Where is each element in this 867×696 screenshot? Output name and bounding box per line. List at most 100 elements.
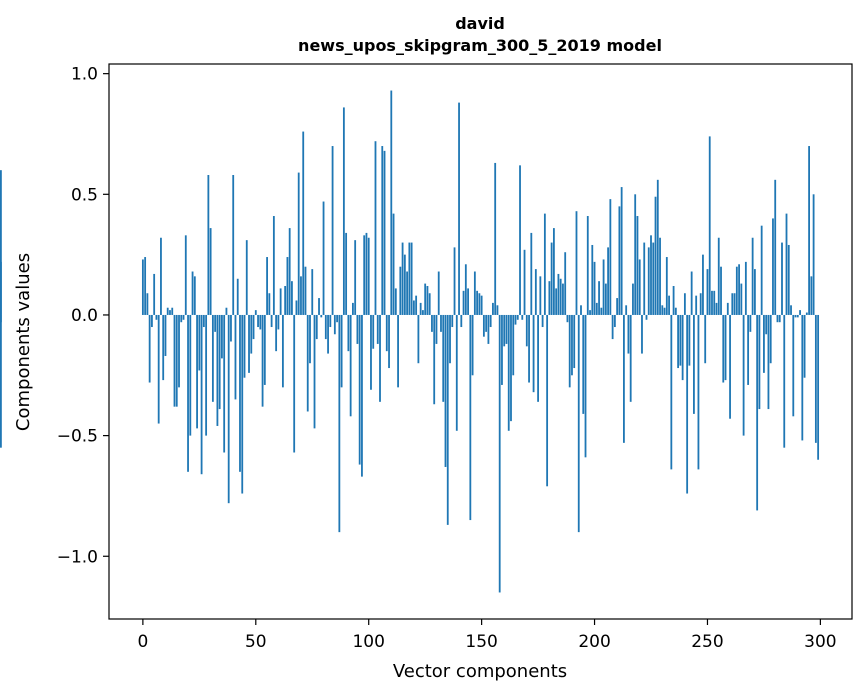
bar bbox=[144, 257, 147, 315]
bar bbox=[451, 314, 454, 328]
bar bbox=[473, 271, 476, 315]
bar bbox=[415, 295, 418, 315]
bar bbox=[799, 310, 801, 315]
y-axis-ticks: −1.0 −0.5 0.0 0.5 1.0 bbox=[57, 65, 109, 567]
bar bbox=[252, 314, 255, 340]
bar bbox=[781, 242, 783, 315]
bar bbox=[787, 244, 790, 315]
bar bbox=[708, 136, 711, 315]
bar bbox=[507, 314, 510, 431]
bar bbox=[720, 266, 722, 315]
bar bbox=[763, 314, 765, 373]
y-tick-label: 1.0 bbox=[71, 65, 98, 85]
bar bbox=[480, 295, 483, 315]
bar bbox=[354, 240, 357, 315]
x-tick-label: 300 bbox=[804, 632, 836, 652]
bar bbox=[365, 232, 368, 315]
bar bbox=[568, 314, 571, 388]
bar bbox=[593, 261, 596, 315]
bar bbox=[729, 314, 731, 419]
bar bbox=[810, 276, 813, 315]
bar bbox=[426, 286, 429, 315]
bar bbox=[257, 314, 259, 328]
bar bbox=[697, 314, 700, 470]
bar bbox=[695, 295, 698, 315]
bar bbox=[602, 259, 605, 315]
bar bbox=[417, 314, 420, 364]
bar bbox=[598, 281, 600, 315]
bar bbox=[783, 314, 786, 448]
bar bbox=[803, 314, 806, 378]
bar bbox=[458, 102, 460, 315]
bar bbox=[726, 302, 729, 315]
bar bbox=[552, 228, 555, 315]
bar bbox=[288, 228, 291, 315]
y-tick-label: −0.5 bbox=[57, 427, 98, 447]
bar bbox=[543, 213, 546, 315]
bar bbox=[577, 314, 580, 533]
bar bbox=[519, 165, 521, 315]
y-tick-label: 0.5 bbox=[71, 185, 98, 205]
bar bbox=[616, 298, 619, 315]
bar bbox=[756, 314, 759, 511]
bar bbox=[749, 314, 752, 332]
bar bbox=[189, 314, 192, 436]
bar bbox=[573, 314, 576, 369]
bar bbox=[724, 314, 727, 381]
bar bbox=[455, 314, 458, 431]
bar bbox=[733, 293, 736, 315]
bar bbox=[295, 300, 298, 315]
bar bbox=[352, 302, 354, 315]
bar bbox=[505, 314, 508, 344]
bar bbox=[248, 314, 250, 373]
x-axis-ticks: 0 50 100 150 200 250 300 bbox=[137, 619, 837, 652]
x-tick-label: 0 bbox=[137, 632, 148, 652]
bar bbox=[207, 175, 210, 315]
bar bbox=[643, 242, 646, 315]
bar bbox=[462, 290, 465, 315]
bar bbox=[722, 314, 725, 383]
bar bbox=[175, 314, 178, 407]
bar bbox=[487, 314, 490, 344]
bar bbox=[254, 310, 257, 315]
bar bbox=[338, 314, 341, 533]
bar bbox=[408, 242, 411, 315]
bar bbox=[315, 314, 318, 340]
bar bbox=[663, 307, 666, 315]
bar bbox=[291, 281, 293, 315]
bar bbox=[627, 314, 630, 354]
bar bbox=[453, 247, 456, 315]
bar bbox=[279, 288, 282, 315]
bar bbox=[530, 232, 533, 315]
bar bbox=[184, 235, 187, 315]
bar bbox=[388, 314, 390, 369]
bar bbox=[613, 314, 616, 328]
bar bbox=[241, 314, 244, 494]
bar bbox=[342, 107, 345, 315]
bar bbox=[555, 288, 558, 315]
bar bbox=[498, 314, 501, 593]
bar bbox=[250, 314, 253, 354]
bar bbox=[162, 314, 165, 381]
bar bbox=[805, 312, 808, 315]
bar bbox=[794, 314, 797, 318]
bar bbox=[760, 225, 763, 315]
bar bbox=[223, 314, 226, 453]
bar bbox=[363, 235, 366, 315]
bar bbox=[534, 269, 537, 315]
bar bbox=[385, 314, 388, 352]
bar bbox=[600, 307, 603, 315]
bar bbox=[211, 314, 214, 402]
bar bbox=[293, 314, 296, 453]
bar bbox=[440, 314, 442, 332]
bar bbox=[349, 314, 352, 417]
bar bbox=[523, 249, 526, 315]
bar bbox=[765, 314, 768, 335]
bar bbox=[347, 314, 350, 352]
bar bbox=[731, 293, 734, 315]
bar bbox=[236, 278, 239, 315]
bar bbox=[677, 314, 680, 369]
bar bbox=[683, 293, 686, 315]
bar bbox=[394, 288, 397, 315]
